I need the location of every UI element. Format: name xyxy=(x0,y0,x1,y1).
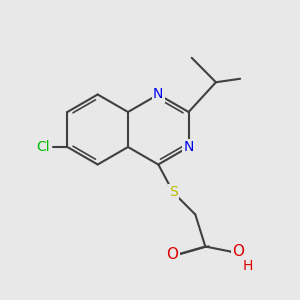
Text: O: O xyxy=(166,247,178,262)
Text: S: S xyxy=(169,185,178,200)
Text: H: H xyxy=(243,260,254,274)
Text: O: O xyxy=(232,244,244,259)
Text: N: N xyxy=(183,140,194,154)
Text: Cl: Cl xyxy=(36,140,50,154)
Text: N: N xyxy=(153,88,164,101)
